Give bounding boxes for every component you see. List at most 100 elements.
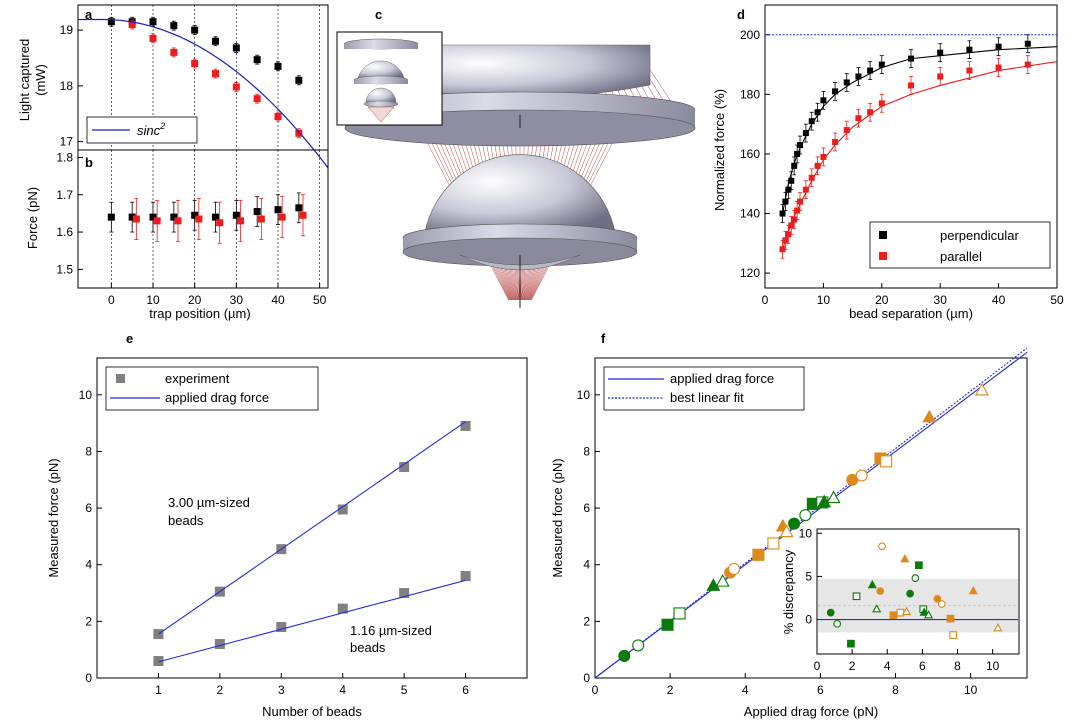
panel-f-inset-ytick-label: 0 (805, 613, 812, 627)
panel-e-xtick-label: 3 (278, 683, 285, 697)
panel-f-inset-orange-point (946, 614, 955, 623)
panel-a-yticks: 17 18 19 (60, 23, 83, 149)
panel-f-inset-green-point (923, 610, 934, 619)
panel-f-green-point (618, 649, 631, 662)
panel-b-parallel-point (132, 215, 140, 223)
panel-f-inset-orange-point (876, 587, 885, 595)
panel-e-ytick-label: 6 (85, 501, 92, 515)
panel-d-parallel-point (808, 174, 815, 181)
panel-letter-b: b (85, 155, 93, 170)
panel-d-parallel-point (867, 109, 874, 116)
panel-e-xtick-label: 5 (401, 683, 408, 697)
panel-d-parallel-point (855, 115, 862, 122)
panel-a-ylabel-line1: Light captured (17, 39, 32, 121)
panel-f-xtick-label: 8 (892, 683, 899, 697)
panel-d-parallel-point (814, 162, 821, 169)
panel-f-inset-xtick-label: 0 (814, 659, 821, 673)
panel-a: 17 18 19 sinc2 Light captured (mW) (17, 4, 329, 169)
panel-d-perpendicular-point (995, 43, 1002, 50)
panel-f-inset-green-point (919, 607, 929, 616)
panel-f-legend (603, 366, 805, 411)
panel-f-inset-xtick-label: 10 (986, 659, 1000, 673)
panel-d-perpendicular-point (820, 97, 827, 104)
panel-f-inset-ytick-label: 10 (799, 526, 813, 540)
panel-d-perpendicular-point (966, 46, 973, 53)
panel-d-perpendicular-point (797, 142, 804, 149)
panel-e-xtick-label: 1 (155, 683, 162, 697)
panel-b: 1.5 1.6 1.7 1.8 0 10 20 30 40 50 Force (pN) trap … (25, 149, 329, 321)
panel-d-perpendicular-fit (781, 46, 1058, 214)
panel-d-marks (765, 34, 1058, 259)
panel-a-parallel-point (149, 34, 157, 42)
panel-e-experiment-point (214, 639, 225, 650)
panel-f-inset-orange-point (968, 585, 978, 595)
panel-d-xtick-label: 0 (762, 293, 769, 307)
panel-b-perpendicular-point (295, 204, 303, 212)
panel-d-perpendicular-point (937, 49, 944, 56)
panel-letter-c: c (375, 7, 382, 22)
panel-f-xtick-label: 4 (742, 683, 749, 697)
panel-f-inset-orange-point (933, 594, 942, 603)
panel-a-perpendicular-point (232, 44, 240, 52)
panel-e-annotation-2-line2: beads (350, 640, 386, 655)
panel-b-perpendicular-point (191, 211, 199, 219)
panel-e-experiment-point (337, 603, 348, 614)
panel-a-legend-label: sinc2 (137, 121, 165, 138)
panel-d-xtick-label: 40 (992, 293, 1006, 307)
panel-e-annotation-1-line1: 3.00 µm-sized (168, 495, 250, 510)
panel-e-applied-drag-line (158, 421, 466, 635)
panel-b-parallel-point (278, 213, 286, 221)
panel-d-parallel-point (802, 186, 809, 193)
panel-c-middle-dome (424, 154, 616, 233)
panel-b-parallel-point (299, 211, 307, 219)
panel-a-perpendicular-point (212, 37, 219, 45)
panel-f-xtick-label: 6 (817, 683, 824, 697)
panel-f-ytick-label: 0 (583, 671, 590, 685)
panel-f-ytick-label: 6 (583, 501, 590, 515)
panel-f-orange-point (922, 409, 937, 423)
panel-d-parallel-point (908, 82, 914, 89)
panel-f-inset-green-point (847, 639, 855, 648)
panel-f-inset-orange-point (902, 606, 912, 615)
panel-letter-f: f (601, 331, 606, 346)
panel-a-parallel-point (295, 129, 303, 137)
panel-d-parallel-point (820, 153, 827, 160)
panel-e-legend-label-1: experiment (165, 371, 230, 386)
panel-b-ytick-label: 1.5 (56, 262, 73, 276)
panel-d-ylabel: Normalized force (%) (712, 89, 727, 211)
panel-d-parallel-point (966, 67, 973, 74)
panel-d-ytick-label: 140 (740, 207, 760, 221)
panel-f-green-point (817, 494, 832, 508)
panel-f-inset-orange-point (949, 631, 957, 639)
panel-f-orange-point (752, 548, 765, 561)
panel-d-legend-marker-2 (879, 252, 887, 260)
panel-e-legend (105, 366, 319, 411)
panel-f-inset-orange-point (900, 554, 910, 563)
panel-e-ytick-label: 10 (79, 388, 93, 402)
panel-f-orange-point (880, 455, 893, 468)
panel-b-xtick-label: 10 (146, 293, 160, 307)
panel-f-frame (594, 357, 1028, 679)
panel-b-parallel-point (216, 219, 224, 227)
panel-b-ytick-label: 1.7 (56, 188, 73, 202)
panel-d-perpendicular-point (785, 186, 792, 193)
panel-d-xtick-label: 10 (817, 293, 831, 307)
panel-e-ylabel: Measured force (pN) (46, 458, 61, 577)
panel-b-ytick-label: 1.8 (56, 150, 73, 164)
panel-e-annotation-2-line1: 1.16 µm-sized (350, 623, 432, 638)
panel-d-legend-label-2: parallel (940, 249, 982, 264)
panel-f-inset-green-point (867, 579, 877, 589)
panel-f-inset-orange-point (937, 600, 946, 608)
panel-f-green-point (673, 607, 686, 620)
panel-f-orange-point (779, 524, 794, 538)
panel-a-parallel-point (232, 83, 240, 91)
panel-e-legend-label-2: applied drag force (165, 390, 269, 405)
panel-d-xtick-label: 20 (875, 293, 889, 307)
panel-f-xlabel: Applied drag force (pN) (744, 704, 878, 719)
panel-f-green-point (826, 490, 841, 504)
panel-f-legend-label-1: applied drag force (670, 371, 774, 386)
panel-f-green-point (799, 509, 812, 522)
panel-f-best-linear-fit (594, 347, 1028, 679)
